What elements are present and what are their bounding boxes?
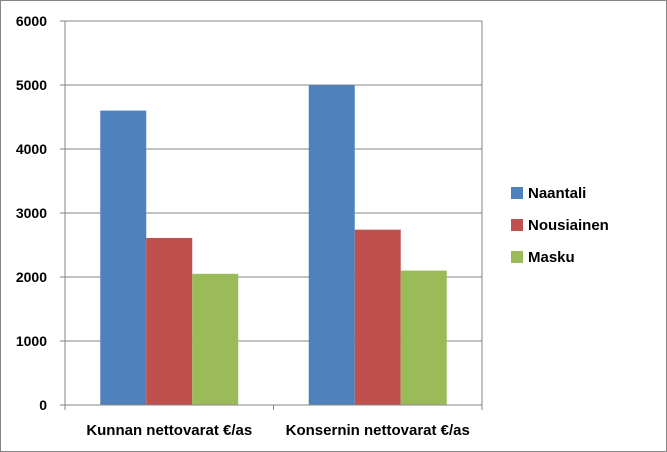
- axes: [60, 20, 483, 410]
- legend-label-naantali: Naantali: [528, 185, 586, 202]
- bar-masku-1: [192, 273, 239, 405]
- legend-label-masku: Masku: [528, 249, 575, 266]
- y-tick-label: 2000: [16, 269, 47, 285]
- legend-label-nousiainen: Nousiainen: [528, 217, 609, 234]
- legend-swatch-masku: [511, 251, 523, 263]
- bars: [100, 85, 447, 405]
- bar-nousiainen-2: [354, 229, 401, 405]
- y-tick-label: 6000: [16, 13, 47, 29]
- x-category-label: Konsernin nettovarat €/as: [286, 422, 470, 439]
- legend-swatch-nousiainen: [511, 219, 523, 231]
- y-tick-label: 5000: [16, 77, 47, 93]
- axis-labels: 0 1000 2000 3000 4000 5000 6000 Kunnan nettovar…: [16, 13, 470, 439]
- y-tick-label: 1000: [16, 333, 47, 349]
- bar-naantali-1: [100, 110, 147, 405]
- x-category-label: Kunnan nettovarat €/as: [86, 422, 252, 439]
- y-tick-label: 4000: [16, 141, 47, 157]
- bar-naantali-2: [308, 85, 355, 405]
- legend: Naantali Nousiainen Masku: [511, 185, 609, 266]
- y-tick-label: 3000: [16, 205, 47, 221]
- y-tick-label: 0: [39, 397, 47, 413]
- bar-masku-2: [400, 270, 447, 405]
- legend-swatch-naantali: [511, 187, 523, 199]
- bar-nousiainen-1: [146, 237, 193, 405]
